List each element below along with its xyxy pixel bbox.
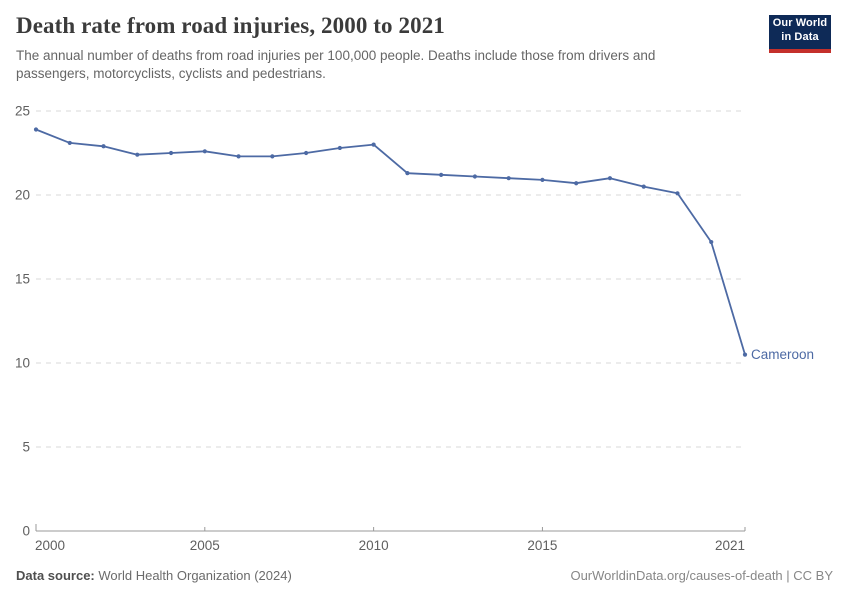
y-tick-label-25: 25 [15,104,30,119]
data-point-2001[interactable] [67,140,72,146]
y-tick-label-10: 10 [15,356,30,371]
data-point-2011[interactable] [405,171,410,176]
x-tick-label-2021: 2021 [715,538,745,553]
chart-footer: Data source: World Health Organization (… [16,568,833,583]
x-tick-label-2000: 2000 [35,538,65,553]
y-tick-label-15: 15 [15,272,30,287]
data-point-2012[interactable] [439,172,444,177]
y-tick-label-5: 5 [22,440,30,455]
x-tick-label-2015: 2015 [527,538,557,553]
attribution-link[interactable]: OurWorldinData.org/causes-of-death | CC … [570,568,833,583]
chart-area: 0 5 10 15 20 25 2000 2005 2010 2015 2021 Cameroon [0,95,850,565]
x-tick-label-2010: 2010 [359,538,389,553]
data-point-2005[interactable] [202,149,207,154]
data-point-2004[interactable] [168,150,174,156]
y-tick-label-20: 20 [15,188,30,203]
data-point-2018[interactable] [641,184,646,189]
data-point-2002[interactable] [101,144,106,149]
chart-subtitle: The annual number of deaths from road in… [16,48,656,81]
data-point-2009[interactable] [337,145,342,151]
data-point-2016[interactable] [574,181,579,186]
series-line-cameroon[interactable] [35,128,746,356]
x-tick-label-2005: 2005 [190,538,220,553]
chart-header: Death rate from road injuries, 2000 to 2… [16,13,834,83]
owid-logo-text: Our World in Data [772,16,828,43]
data-point-2019[interactable] [675,191,680,196]
data-point-2013[interactable] [472,174,478,179]
data-source-label: Data source: [16,568,95,583]
data-source: Data source: World Health Organization (… [16,568,292,583]
data-point-2014[interactable] [506,176,511,181]
owid-logo[interactable]: Our World in Data [769,15,831,53]
data-point-2008[interactable] [303,150,309,156]
data-point-2015[interactable] [540,177,545,182]
data-point-2021[interactable] [742,352,748,357]
series-end-label: Cameroon [751,347,814,362]
data-point-2020[interactable] [709,239,714,245]
data-point-2003[interactable] [135,152,140,157]
y-tick-label-0: 0 [22,524,30,539]
data-source-value: World Health Organization (2024) [98,568,292,583]
data-point-2000[interactable] [33,127,39,132]
data-point-2007[interactable] [270,154,275,159]
data-point-2017[interactable] [607,176,613,181]
chart-title: Death rate from road injuries, 2000 to 2… [16,13,445,38]
data-point-2006[interactable] [236,154,241,159]
data-point-2010[interactable] [371,142,376,147]
line-chart[interactable]: 0 5 10 15 20 25 2000 2005 2010 2015 2021 Cameroon [0,95,850,565]
